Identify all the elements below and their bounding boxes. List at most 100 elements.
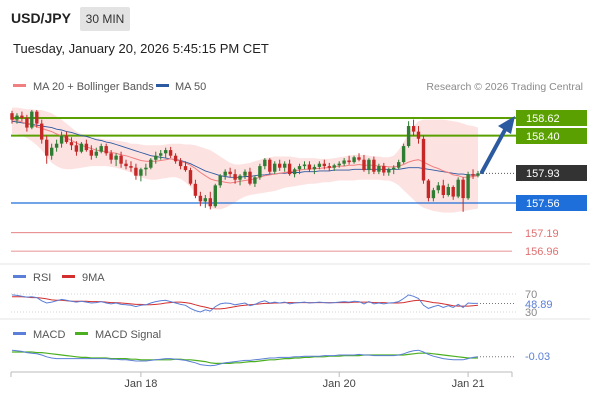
candle [461, 177, 465, 212]
support-label: 157.56 [526, 198, 560, 210]
candle-body [74, 145, 79, 152]
legend-label-ma50: MA 50 [175, 81, 206, 93]
legend-swatch-macd [13, 332, 26, 335]
candle [69, 137, 74, 151]
candle-body [45, 139, 49, 156]
candle-body [406, 126, 411, 146]
candle [342, 158, 346, 167]
candle [188, 167, 193, 186]
candle-body [292, 169, 297, 175]
candle-body [392, 167, 396, 170]
candle [466, 171, 470, 200]
candle-body [302, 164, 307, 167]
candle-body [124, 163, 128, 167]
candle [302, 161, 307, 170]
legend-swatch-rsi-ma [62, 275, 75, 278]
candle [35, 109, 39, 128]
candle [99, 143, 103, 154]
candle [89, 145, 93, 160]
candle [357, 153, 361, 162]
candle [183, 161, 188, 172]
candle [159, 150, 163, 160]
candle [406, 121, 411, 148]
candle-body [218, 175, 222, 186]
candle-body [401, 146, 406, 163]
candle [362, 154, 366, 172]
candle-body [69, 142, 74, 146]
macd-signal-line [12, 351, 478, 364]
candle [382, 162, 386, 176]
candle [446, 183, 450, 197]
candle-body [25, 118, 29, 128]
rsi-ma-line [12, 296, 479, 310]
candle-body [476, 173, 480, 176]
chart-datetime: Tuesday, January 20, 2026 5:45:15 PM CET [13, 41, 269, 56]
candle-body [436, 185, 440, 191]
legend-swatch-rsi [13, 275, 26, 278]
candle-body [372, 159, 376, 172]
x-tick-label: Jan 21 [452, 378, 485, 390]
candle [377, 163, 381, 175]
candle-body [40, 123, 44, 140]
candle-body [287, 163, 292, 175]
candle-body [243, 171, 247, 176]
candle-body [451, 187, 455, 197]
candle-body [416, 131, 421, 139]
candle [426, 178, 431, 202]
candle [50, 143, 54, 160]
candle [312, 164, 317, 175]
candle-body [79, 143, 84, 152]
candle [476, 170, 480, 178]
candle-body [362, 159, 366, 171]
candle-body [253, 177, 257, 184]
candle-body [426, 180, 431, 199]
candle-body [248, 171, 252, 184]
candle [431, 187, 436, 202]
legend-label-rsi-ma: 9MA [82, 272, 105, 284]
x-tick-label: Jan 20 [323, 378, 356, 390]
timeframe-badge[interactable]: 30 MIN [80, 7, 130, 31]
candle-body [54, 143, 59, 148]
candle-body [149, 159, 153, 168]
candle [327, 162, 331, 171]
candle [233, 169, 237, 184]
candle-body [307, 164, 312, 170]
candle [243, 169, 247, 179]
candle [263, 158, 267, 170]
candle [30, 109, 34, 130]
candle-body [178, 161, 183, 167]
candle [15, 113, 19, 124]
candle [59, 131, 64, 148]
resistance-label-1-box [516, 110, 587, 126]
candle-body [347, 160, 351, 163]
candle-body [154, 155, 158, 160]
candle-body [144, 167, 148, 170]
candle [456, 177, 460, 199]
candle-body [20, 115, 24, 118]
legend-swatch-ma20 [13, 84, 26, 87]
candle-body [466, 174, 470, 199]
symbol-title: USD/JPY [11, 10, 71, 26]
candle-body [327, 166, 331, 168]
candle-body [50, 147, 54, 156]
legend-swatch-macd-signal [75, 332, 88, 335]
forecast-arrow [480, 116, 515, 174]
candle [173, 153, 178, 164]
candle [203, 194, 207, 208]
macd-line [11, 349, 479, 367]
legend-label-macd-signal: MACD Signal [95, 329, 161, 341]
candle [79, 142, 84, 154]
candle-body [173, 155, 178, 162]
candle-body [377, 166, 381, 172]
candle-body [64, 135, 69, 142]
candle-body [164, 150, 168, 154]
candle-body [238, 175, 242, 180]
candle [387, 167, 391, 176]
candle-body [99, 146, 103, 152]
candle-body [382, 166, 386, 173]
rsi-panel: RSI 9MA 70 30 48.89 [11, 272, 553, 319]
candle [436, 182, 440, 194]
candle-body [446, 187, 450, 195]
candle [20, 111, 24, 122]
candle-body [188, 170, 193, 184]
